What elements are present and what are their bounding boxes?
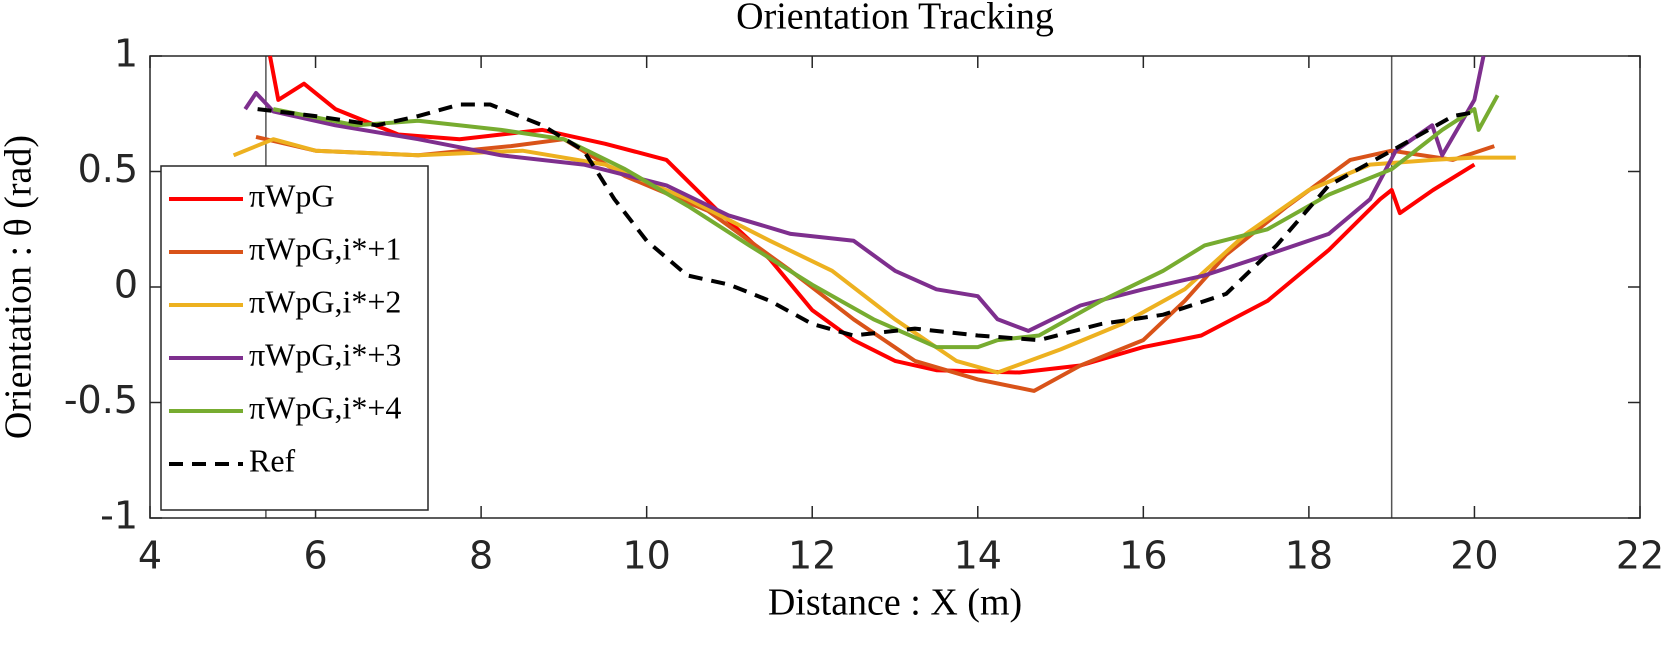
- chart-title: Orientation Tracking: [736, 0, 1054, 38]
- y-tick-label: -1: [100, 494, 138, 538]
- x-tick-label: 22: [1616, 534, 1661, 578]
- y-tick-label: -0.5: [64, 378, 138, 422]
- series-line: [232, 137, 1516, 375]
- x-tick-label: 10: [622, 534, 670, 578]
- legend-box: [160, 165, 429, 511]
- x-tick-label: 8: [469, 534, 493, 578]
- legend-label: πWpG,i*+3: [249, 336, 401, 372]
- series-line: [257, 102, 1479, 343]
- legend-label: πWpG,i*+2: [249, 283, 401, 319]
- x-tick-label: 12: [788, 534, 836, 578]
- y-axis-label: Orientation : θ (rad): [0, 135, 40, 439]
- x-tick-label: 14: [954, 534, 1002, 578]
- series-line: [255, 134, 1495, 393]
- x-tick-label: 18: [1285, 534, 1333, 578]
- series-line: [272, 94, 1500, 350]
- x-tick-label: 4: [138, 534, 162, 578]
- x-axis-label: Distance : X (m): [768, 582, 1022, 624]
- plot-frame: [149, 55, 1641, 519]
- legend-label: Ref: [249, 442, 296, 478]
- x-tick-label: 6: [303, 534, 327, 578]
- legend-label: πWpG,i*+4: [249, 389, 401, 425]
- legend-label: πWpG: [249, 177, 334, 213]
- x-tick-label: 16: [1119, 534, 1167, 578]
- legend-label: πWpG,i*+1: [249, 230, 401, 266]
- series-line: [268, 55, 1476, 375]
- x-tick-label: 20: [1450, 534, 1498, 578]
- y-tick-label: 0.5: [78, 147, 138, 191]
- y-tick-label: 1: [114, 32, 138, 76]
- series-line: [243, 55, 1486, 333]
- y-tick-label: 0: [114, 263, 138, 307]
